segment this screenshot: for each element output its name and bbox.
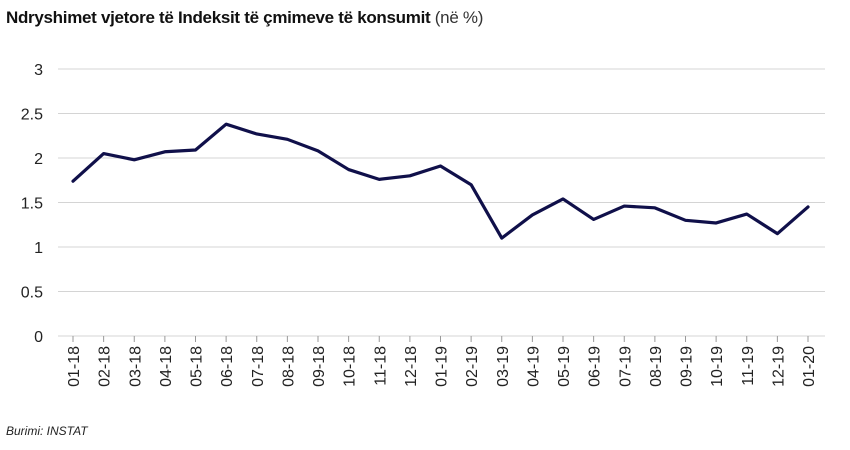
y-tick-label: 2.5 — [21, 107, 43, 124]
x-tick-label: 05-18 — [189, 346, 206, 387]
x-tick-label: 12-19 — [770, 346, 787, 387]
x-tick-label: 01-18 — [66, 346, 83, 387]
chart-title: Ndryshimet vjetore të Indeksit të çmimev… — [6, 8, 431, 27]
data-line — [71, 122, 810, 240]
x-tick-label: 01-20 — [801, 346, 818, 387]
x-tick-label: 10-19 — [709, 346, 726, 387]
x-tick-label: 03-18 — [127, 346, 144, 387]
y-tick-label: 3 — [34, 62, 43, 79]
x-tick-label: 12-18 — [403, 346, 420, 387]
y-tick-label: 1 — [34, 240, 43, 257]
x-tick-label: 06-18 — [219, 346, 236, 387]
x-tick-label: 07-18 — [250, 346, 267, 387]
x-tick-label: 07-19 — [617, 346, 634, 387]
x-tick-label: 02-18 — [97, 346, 114, 387]
x-tick-label: 11-18 — [372, 346, 389, 386]
source-note: Burimi: INSTAT — [6, 424, 88, 438]
x-tick-label: 06-19 — [587, 346, 604, 387]
unit-label: (në %) — [434, 8, 484, 27]
x-tick-label: 10-18 — [342, 346, 359, 387]
x-tick-label: 08-18 — [280, 346, 297, 387]
x-tick-label: 09-18 — [311, 346, 328, 387]
x-tick-label: 08-19 — [648, 346, 665, 387]
y-tick-label: 1.5 — [21, 196, 43, 213]
title-row: Ndryshimet vjetore të Indeksit të çmimev… — [6, 8, 483, 28]
x-tick-label: 02-19 — [464, 346, 481, 387]
x-tick-label: 04-19 — [525, 346, 542, 387]
x-tick-label: 04-18 — [158, 346, 175, 387]
chart: 0 0.5 1 1.5 2 2.5 3 01-18 02-18 03-18 04-18 05-18 06… — [21, 62, 825, 387]
y-tick-label: 0 — [34, 329, 43, 346]
y-tick-label: 0.5 — [21, 285, 43, 302]
x-tick-label: 05-19 — [556, 346, 573, 387]
y-tick-label: 2 — [34, 151, 43, 168]
x-tick-label: 03-19 — [495, 346, 512, 387]
x-tick-label: 11-19 — [740, 346, 757, 386]
x-tick-label: 09-19 — [679, 346, 696, 387]
x-tick-label: 01-19 — [434, 346, 451, 387]
